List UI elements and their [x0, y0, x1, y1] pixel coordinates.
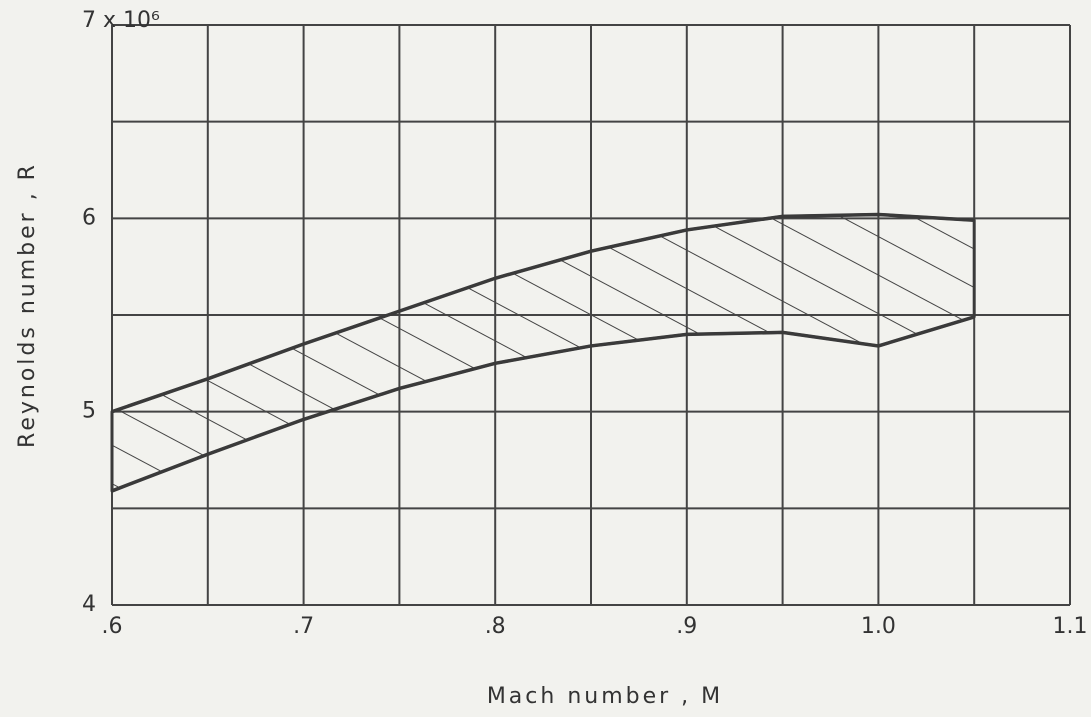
y-axis-label: Reynolds number , R: [15, 162, 40, 448]
x-tick-label: .9: [676, 614, 697, 639]
x-tick-label: 1.0: [861, 614, 896, 639]
lower-bound: [111, 315, 975, 493]
y-tick-label: 4: [82, 592, 96, 617]
y-tick-label: 7 x 10⁶: [82, 8, 160, 33]
y-tick-label: 5: [82, 399, 96, 424]
x-tick-label: .8: [485, 614, 506, 639]
x-axis-label: Mach number , M: [487, 684, 723, 709]
y-tick-label: 6: [82, 205, 96, 230]
hatched-band: [110, 212, 976, 493]
x-tick-label: .7: [293, 614, 314, 639]
x-tick-label: .6: [102, 614, 123, 639]
upper-bound: [111, 212, 975, 414]
x-tick-label: 1.1: [1053, 614, 1088, 639]
